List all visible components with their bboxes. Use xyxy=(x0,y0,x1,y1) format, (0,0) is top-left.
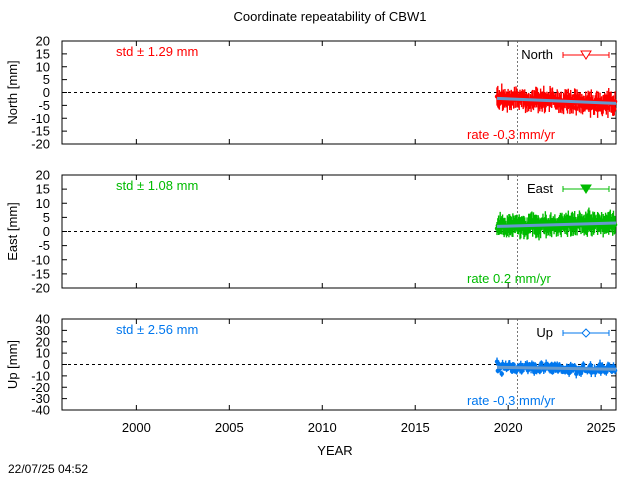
x-axis-label: YEAR xyxy=(317,443,352,458)
x-tick-label: 2025 xyxy=(587,420,616,435)
x-tick-label: 2000 xyxy=(122,420,151,435)
legend-label: Up xyxy=(536,325,553,340)
y-tick-label: -40 xyxy=(31,403,50,418)
y-axis-label: Up [mm] xyxy=(5,340,20,389)
x-tick-label: 2020 xyxy=(494,420,523,435)
rate-annotation: rate 0.2 mm/yr xyxy=(467,271,551,286)
data-points-east xyxy=(494,207,618,241)
data-point xyxy=(581,362,586,367)
y-tick-label: 0 xyxy=(43,85,50,100)
std-annotation: std ± 1.08 mm xyxy=(116,178,198,193)
y-tick-label: -20 xyxy=(31,137,50,152)
trend-line xyxy=(496,96,617,105)
data-point xyxy=(539,360,544,366)
x-tick-label: 2005 xyxy=(215,420,244,435)
y-tick-label: 20 xyxy=(36,168,50,183)
y-tick-label: 30 xyxy=(36,323,50,338)
trend-line xyxy=(496,365,617,371)
y-tick-label: 5 xyxy=(43,72,50,87)
data-point xyxy=(566,370,572,376)
y-tick-label: -15 xyxy=(31,124,50,139)
y-tick-label: 10 xyxy=(36,59,50,74)
rate-annotation: rate -0.3 mm/yr xyxy=(467,393,556,408)
y-tick-label: -5 xyxy=(38,98,50,113)
y-tick-label: -20 xyxy=(31,380,50,395)
legend-marker xyxy=(581,328,591,338)
y-tick-label: -20 xyxy=(31,281,50,296)
y-tick-label: 40 xyxy=(36,312,50,327)
y-tick-label: -5 xyxy=(38,238,50,253)
rate-annotation: rate -0.3 mm/yr xyxy=(467,127,556,142)
x-tick-label: 2010 xyxy=(308,420,337,435)
y-axis-label: North [mm] xyxy=(5,60,20,124)
timestamp: 22/07/25 04:52 xyxy=(8,462,88,476)
data-point xyxy=(612,106,617,112)
y-tick-label: -10 xyxy=(31,252,50,267)
y-axis-label: East [mm] xyxy=(5,202,20,261)
y-tick-label: 5 xyxy=(43,210,50,225)
y-tick-label: -30 xyxy=(31,391,50,406)
chart-title: Coordinate repeatability of CBW1 xyxy=(234,9,427,24)
y-tick-label: -10 xyxy=(31,368,50,383)
y-tick-label: 10 xyxy=(36,196,50,211)
legend-marker xyxy=(580,184,592,194)
x-tick-label: 2015 xyxy=(401,420,430,435)
y-tick-label: 15 xyxy=(36,46,50,61)
std-annotation: std ± 2.56 mm xyxy=(116,322,198,337)
y-tick-label: -10 xyxy=(31,111,50,126)
y-tick-label: 10 xyxy=(36,346,50,361)
data-point xyxy=(549,362,554,367)
y-tick-label: 15 xyxy=(36,182,50,197)
std-annotation: std ± 1.29 mm xyxy=(116,44,198,59)
legend-marker xyxy=(580,50,592,60)
y-tick-label: -15 xyxy=(31,266,50,281)
data-point xyxy=(537,369,543,374)
data-point xyxy=(499,371,504,377)
y-tick-label: 20 xyxy=(36,334,50,349)
y-tick-label: 20 xyxy=(36,34,50,49)
y-tick-label: 0 xyxy=(43,357,50,372)
trend-line xyxy=(496,221,617,228)
legend-label: East xyxy=(527,181,553,196)
y-tick-label: 0 xyxy=(43,224,50,239)
legend-label: North xyxy=(521,47,553,62)
